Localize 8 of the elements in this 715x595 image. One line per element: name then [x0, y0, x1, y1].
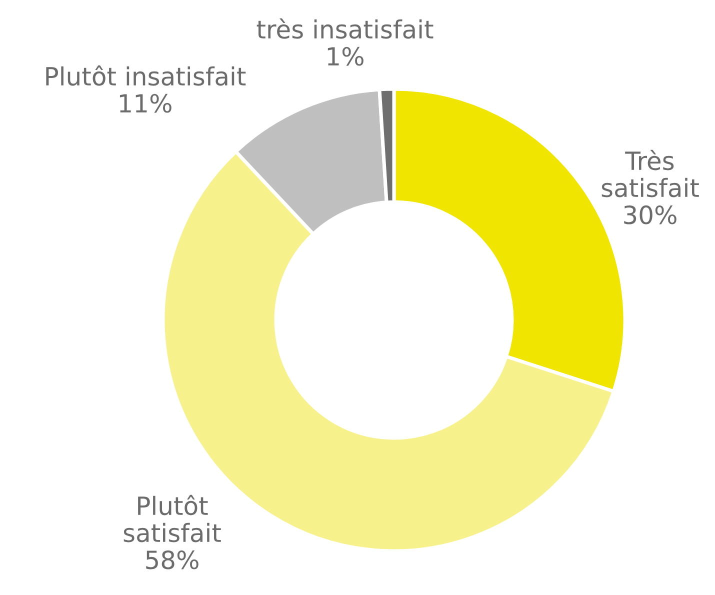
data-label: 30% [624, 205, 676, 224]
slice-label: Plutôt satisfait [124, 494, 221, 542]
data-label: 11% [120, 94, 172, 113]
slice-label: très insatisfait [256, 18, 434, 39]
slice-label: Plutôt insatisfait [46, 65, 246, 86]
data-label: 1% [328, 46, 364, 66]
slice-label: Très satisfait [602, 150, 699, 198]
data-label: 58% [146, 550, 198, 570]
